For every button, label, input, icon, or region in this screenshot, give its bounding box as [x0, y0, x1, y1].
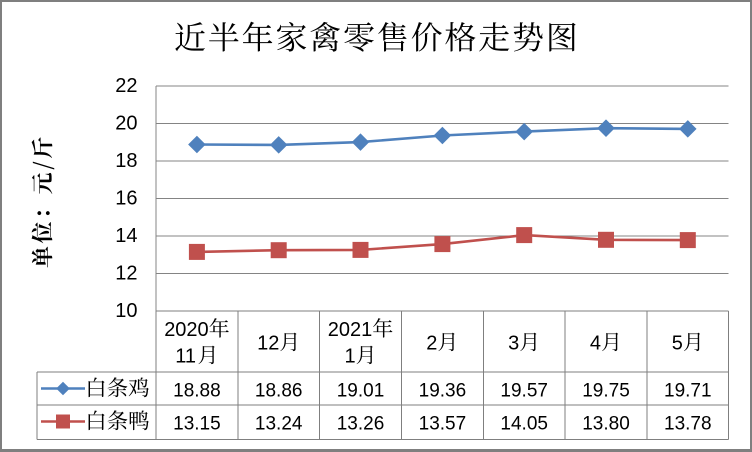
svg-text:14: 14	[115, 225, 137, 247]
svg-text:18.86: 18.86	[255, 381, 303, 402]
svg-text:5: 5	[672, 333, 683, 355]
svg-text:20: 20	[115, 113, 137, 135]
svg-text:19.71: 19.71	[664, 381, 712, 402]
svg-text:13.57: 13.57	[419, 414, 467, 435]
svg-text:12: 12	[257, 333, 279, 355]
svg-text:19.36: 19.36	[419, 381, 467, 402]
svg-text:22: 22	[115, 75, 137, 97]
svg-text:12: 12	[115, 263, 137, 285]
svg-text:3: 3	[508, 333, 519, 355]
svg-text:13.24: 13.24	[255, 414, 303, 435]
svg-text:1: 1	[345, 346, 356, 368]
svg-text:13.15: 13.15	[173, 414, 221, 435]
svg-text:18.88: 18.88	[173, 381, 221, 402]
svg-text:19.57: 19.57	[500, 381, 548, 402]
svg-text:13.78: 13.78	[664, 414, 712, 435]
svg-text:11: 11	[175, 346, 196, 368]
svg-text:2020: 2020	[164, 319, 209, 341]
svg-text:19.75: 19.75	[582, 381, 630, 402]
svg-text:14.05: 14.05	[500, 414, 548, 435]
svg-text:19.01: 19.01	[337, 381, 385, 402]
svg-text:18: 18	[115, 150, 137, 172]
svg-text:10: 10	[115, 300, 137, 322]
svg-text:16: 16	[115, 188, 137, 210]
svg-text:2: 2	[426, 333, 437, 355]
svg-text:2021: 2021	[328, 319, 373, 341]
svg-text:13.80: 13.80	[582, 414, 630, 435]
svg-text:13.26: 13.26	[337, 414, 385, 435]
svg-text:4: 4	[590, 333, 601, 355]
